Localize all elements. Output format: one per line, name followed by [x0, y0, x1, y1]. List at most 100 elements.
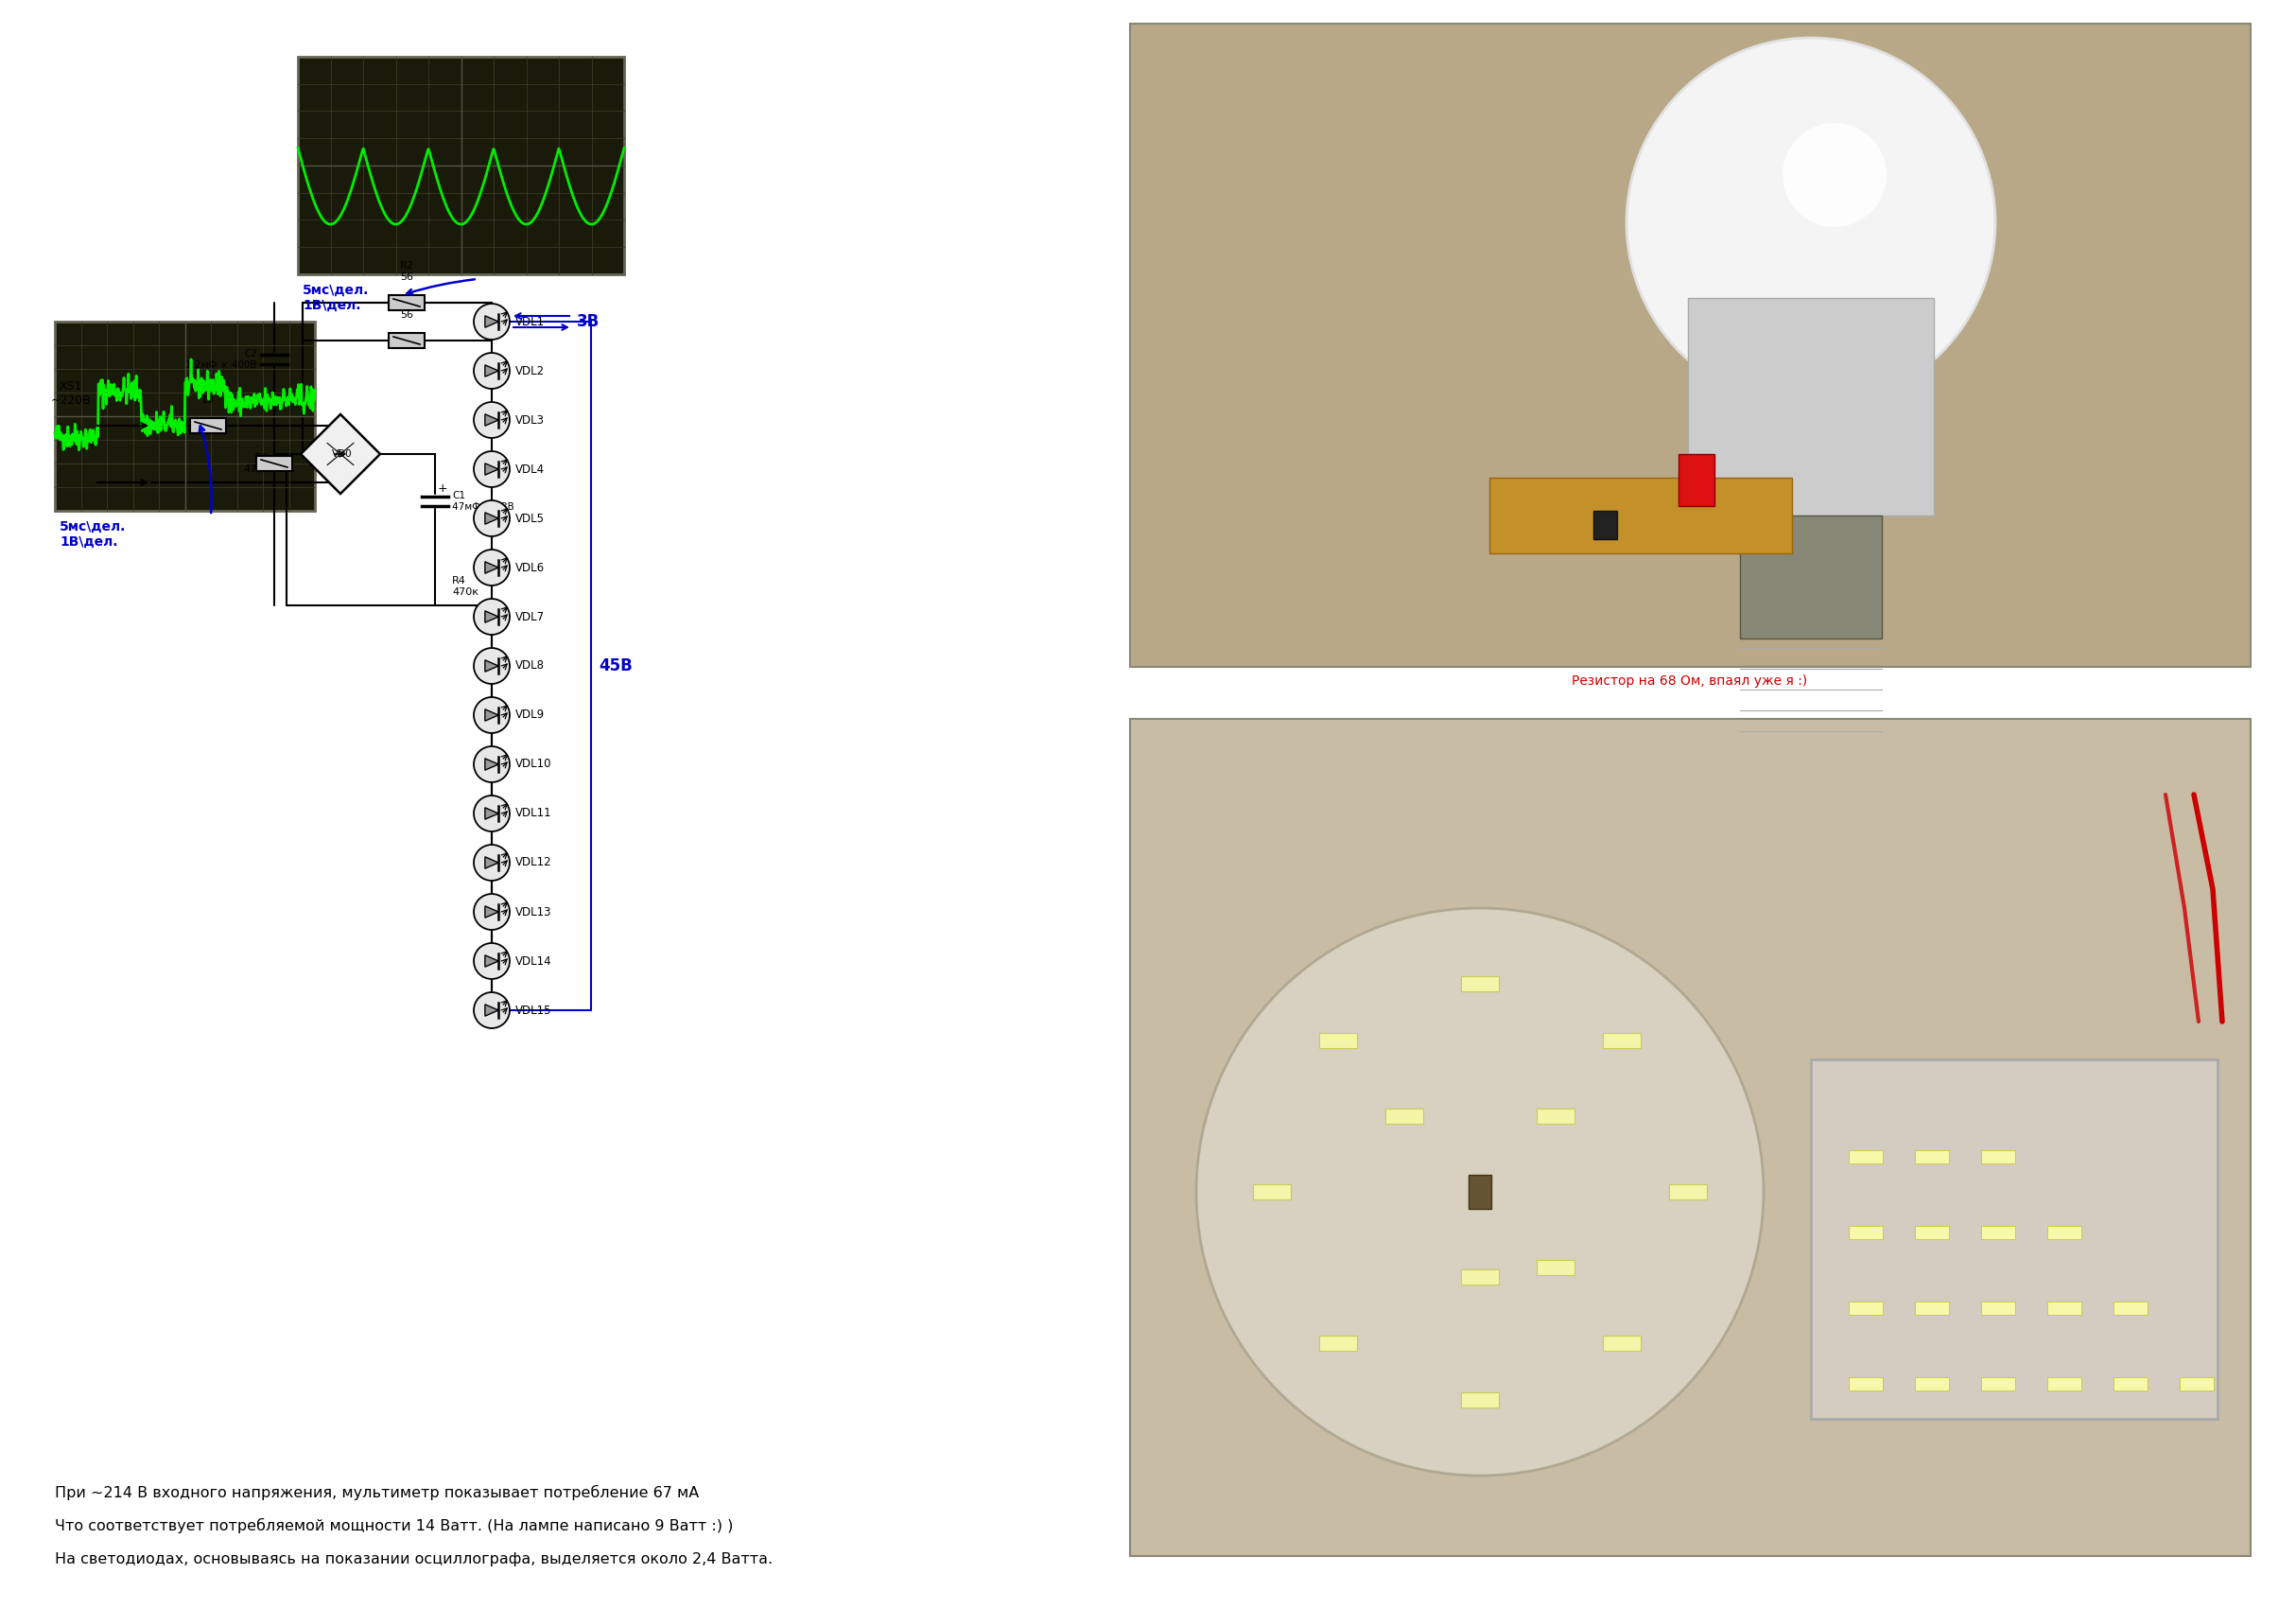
- Bar: [2115, 1377, 2147, 1390]
- Text: VDL3: VDL3: [514, 414, 544, 426]
- Bar: [1848, 1150, 1883, 1163]
- Bar: [1915, 1150, 1949, 1163]
- Text: 3В: 3В: [576, 314, 599, 330]
- Circle shape: [1626, 39, 1995, 407]
- Text: VDL5: VDL5: [514, 512, 544, 525]
- Text: VDL14: VDL14: [514, 954, 551, 967]
- Text: XS1
~220В: XS1 ~220В: [51, 380, 92, 407]
- Text: +: +: [439, 483, 448, 494]
- Polygon shape: [484, 365, 498, 377]
- Text: R4
470к: R4 470к: [452, 576, 478, 597]
- Bar: [1915, 1226, 1949, 1239]
- Polygon shape: [484, 808, 498, 819]
- Text: VDL15: VDL15: [514, 1004, 551, 1017]
- Circle shape: [473, 993, 510, 1028]
- Text: VDL9: VDL9: [514, 710, 544, 721]
- Polygon shape: [484, 660, 498, 673]
- Bar: [1460, 1392, 1499, 1408]
- Circle shape: [473, 599, 510, 634]
- Bar: [1848, 1302, 1883, 1315]
- Circle shape: [473, 500, 510, 536]
- Bar: [1678, 454, 1715, 507]
- Polygon shape: [484, 858, 498, 869]
- Circle shape: [473, 747, 510, 782]
- Bar: [1536, 1260, 1575, 1274]
- Text: 5мс\дел.
1В\дел.: 5мс\дел. 1В\дел.: [60, 520, 126, 549]
- Text: C1
47мФ × 63В: C1 47мФ × 63В: [452, 491, 514, 512]
- Text: VDL7: VDL7: [514, 610, 544, 623]
- Polygon shape: [484, 513, 498, 525]
- Bar: [1669, 1184, 1706, 1199]
- Text: R5
10: R5 10: [202, 385, 216, 405]
- Bar: [1981, 1150, 2016, 1163]
- Bar: [298, 56, 625, 274]
- Text: Что соответствует потребляемой мощности 14 Ватт. (На лампе написано 9 Ватт :) ): Что соответствует потребляемой мощности …: [55, 1517, 732, 1533]
- Bar: [1915, 1302, 1949, 1315]
- Circle shape: [473, 402, 510, 438]
- Text: VDL1: VDL1: [514, 315, 544, 328]
- Circle shape: [473, 648, 510, 684]
- Bar: [1603, 1033, 1642, 1047]
- Bar: [1981, 1226, 2016, 1239]
- Bar: [2048, 1302, 2082, 1315]
- Bar: [2115, 1302, 2147, 1315]
- Bar: [1812, 1059, 2218, 1419]
- Bar: [1460, 977, 1499, 991]
- Bar: [1320, 1335, 1357, 1352]
- Bar: [1384, 1109, 1424, 1123]
- Text: VDL13: VDL13: [514, 906, 551, 919]
- Bar: [2179, 1377, 2213, 1390]
- Bar: [1981, 1377, 2016, 1390]
- Text: VDL12: VDL12: [514, 856, 551, 869]
- Circle shape: [473, 304, 510, 339]
- Text: Резистор на 68 Ом, впаял уже я :): Резистор на 68 Ом, впаял уже я :): [1573, 674, 1807, 687]
- Bar: [55, 322, 315, 510]
- Text: При ~214 В входного напряжения, мультиметр показывает потребление 67 мА: При ~214 В входного напряжения, мультиме…: [55, 1485, 698, 1500]
- Circle shape: [473, 943, 510, 978]
- Circle shape: [473, 550, 510, 586]
- Circle shape: [1782, 122, 1887, 227]
- Polygon shape: [484, 463, 498, 475]
- Bar: [2048, 1226, 2082, 1239]
- Bar: [1130, 719, 2250, 1556]
- Polygon shape: [484, 956, 498, 967]
- Bar: [388, 294, 425, 311]
- Bar: [1981, 1302, 2016, 1315]
- Text: VDL8: VDL8: [514, 660, 544, 673]
- Polygon shape: [484, 611, 498, 623]
- Bar: [191, 418, 225, 433]
- Polygon shape: [484, 414, 498, 426]
- Polygon shape: [484, 906, 498, 917]
- Text: VD0: VD0: [333, 449, 354, 459]
- Text: VDL4: VDL4: [514, 463, 544, 475]
- Text: 5мс\дел.
1В\дел.: 5мс\дел. 1В\дел.: [303, 283, 370, 312]
- Bar: [1593, 510, 1616, 539]
- Circle shape: [473, 451, 510, 488]
- Text: R2
56: R2 56: [400, 261, 413, 282]
- Bar: [1320, 1033, 1357, 1047]
- Text: C2
1,2мФ × 400В: C2 1,2мФ × 400В: [186, 349, 257, 370]
- Text: VDL2: VDL2: [514, 365, 544, 377]
- Polygon shape: [484, 562, 498, 573]
- Circle shape: [473, 795, 510, 832]
- Text: R3
470к: R3 470к: [243, 454, 269, 473]
- Bar: [1130, 24, 2250, 666]
- Polygon shape: [484, 758, 498, 771]
- Bar: [1740, 515, 1883, 639]
- Bar: [388, 333, 425, 348]
- Polygon shape: [484, 710, 498, 721]
- Text: R1
56: R1 56: [400, 299, 413, 320]
- Polygon shape: [484, 1004, 498, 1015]
- Bar: [1848, 1377, 1883, 1390]
- Bar: [1603, 1335, 1642, 1352]
- Text: На светодиодах, основываясь на показании осциллографа, выделяется около 2,4 Ватт: На светодиодах, основываясь на показании…: [55, 1553, 774, 1567]
- Circle shape: [473, 895, 510, 930]
- Bar: [257, 455, 292, 471]
- Bar: [1460, 1270, 1499, 1284]
- Text: 45В: 45В: [599, 658, 631, 674]
- Bar: [1915, 1377, 1949, 1390]
- Bar: [1688, 298, 1933, 515]
- Circle shape: [473, 845, 510, 880]
- Bar: [1536, 1109, 1575, 1123]
- Bar: [1469, 1175, 1492, 1208]
